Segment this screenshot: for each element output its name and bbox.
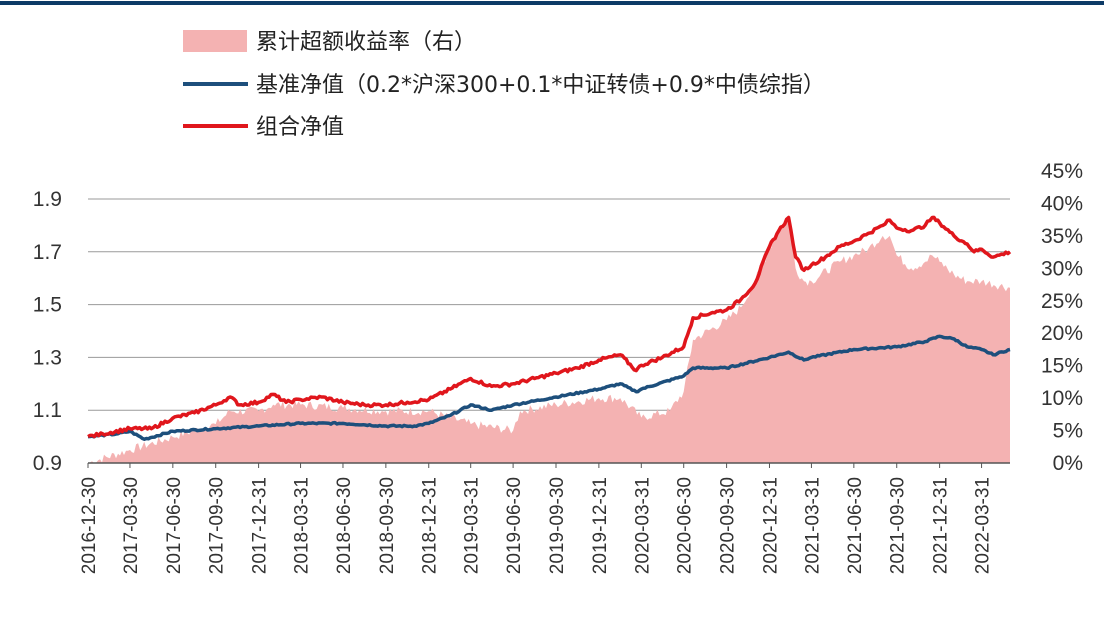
x-tick-label: 2018-09-30 — [377, 477, 398, 574]
y-left-tick-label: 0.9 — [33, 452, 62, 475]
legend-label-excess: 累计超额收益率（右） — [256, 30, 476, 55]
plot-lines — [87, 215, 1012, 441]
x-tick-label: 2020-03-31 — [632, 477, 653, 574]
y-right-tick-label: 45% — [1041, 160, 1083, 183]
x-tick-label: 2019-03-31 — [462, 477, 483, 574]
x-tick-label: 2021-12-31 — [931, 477, 952, 574]
y-axis-left: 0.9 1.1 1.3 1.5 1.7 1.9 — [33, 188, 62, 475]
x-tick-label: 2019-09-30 — [547, 477, 568, 574]
y-axis-right: 0% 5% 10% 15% 20% 25% 30% 35% 40% 45% — [1041, 160, 1083, 475]
y-left-tick-label: 1.7 — [33, 241, 62, 264]
x-tick-label: 2017-03-30 — [121, 477, 142, 574]
y-left-tick-label: 1.9 — [33, 188, 62, 211]
y-left-tick-label: 1.1 — [33, 399, 62, 422]
y-right-tick-label: 25% — [1041, 290, 1083, 313]
y-right-tick-label: 5% — [1053, 420, 1083, 443]
plot-area — [88, 216, 1010, 463]
y-right-tick-label: 30% — [1041, 257, 1083, 280]
legend-marker-excess — [183, 30, 247, 52]
x-tick-label: 2019-06-30 — [504, 477, 525, 574]
y-left-tick-label: 1.3 — [33, 346, 62, 369]
x-tick-label: 2022-03-31 — [973, 477, 994, 574]
y-right-tick-label: 40% — [1041, 192, 1083, 215]
x-tick-label: 2019-12-31 — [590, 477, 611, 574]
x-tick-label: 2016-12-30 — [79, 477, 100, 574]
legend-label-benchmark: 基准净值（0.2*沪深300+0.1*中证转债+0.9*中债综指） — [256, 73, 825, 98]
y-right-tick-label: 10% — [1041, 387, 1083, 410]
series-excess-area — [88, 216, 1010, 463]
x-tick-label: 2021-03-31 — [802, 477, 823, 574]
x-tick-label: 2018-12-31 — [420, 477, 441, 574]
y-right-tick-label: 35% — [1041, 225, 1083, 248]
series-portfolio-line — [87, 215, 1012, 439]
y-right-tick-label: 15% — [1041, 355, 1083, 378]
x-tick-label: 2020-09-30 — [718, 477, 739, 574]
x-tick-label: 2017-06-30 — [164, 477, 185, 574]
x-tick-label: 2018-03-31 — [292, 477, 313, 574]
x-tick-label: 2020-12-31 — [761, 477, 782, 574]
x-tick-label: 2017-09-30 — [207, 477, 228, 574]
y-left-tick-label: 1.5 — [33, 294, 62, 317]
x-tick-label: 2018-06-30 — [334, 477, 355, 574]
x-tick-label: 2021-09-30 — [888, 477, 909, 574]
x-tick-label: 2020-06-30 — [675, 477, 696, 574]
y-right-tick-label: 0% — [1053, 452, 1083, 475]
y-right-tick-label: 20% — [1041, 322, 1083, 345]
x-axis: 2016-12-30 2017-03-30 2017-06-30 2017-09-30… — [79, 463, 994, 574]
series-benchmark-line — [87, 334, 1011, 441]
x-tick-label: 2021-06-30 — [845, 477, 866, 574]
x-tick-label: 2017-12-31 — [250, 477, 271, 574]
legend: 累计超额收益率（右） 基准净值（0.2*沪深300+0.1*中证转债+0.9*中… — [183, 30, 825, 140]
legend-label-portfolio: 组合净值 — [256, 115, 344, 140]
